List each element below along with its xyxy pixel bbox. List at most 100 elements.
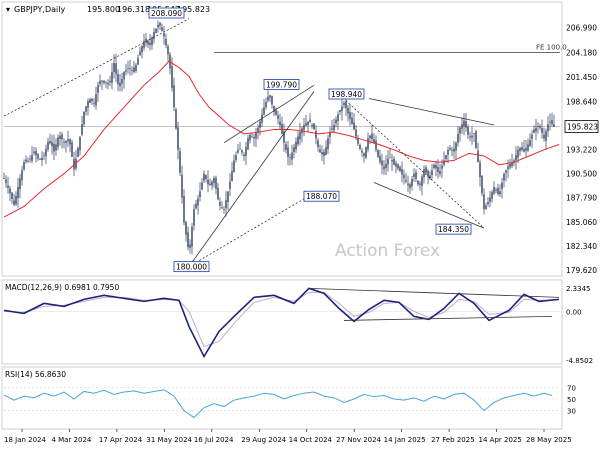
price-trendlines	[3, 18, 495, 267]
candle-body	[335, 119, 337, 124]
macd-signal-line	[3, 291, 560, 348]
candle-body	[265, 102, 267, 108]
candle-body	[69, 139, 71, 145]
candle-body	[507, 166, 509, 170]
candle-body	[417, 181, 419, 185]
x-tick-label: 31 May 2024	[146, 436, 192, 444]
candle-body	[543, 134, 545, 139]
candle-body	[443, 160, 445, 165]
candle-body	[83, 111, 85, 125]
last-price-box	[564, 120, 599, 133]
trendline	[373, 182, 485, 229]
candle-body	[213, 178, 215, 183]
x-tick-label: 4 Mar 2024	[51, 436, 91, 444]
candle-body	[123, 71, 125, 80]
candle-body	[37, 154, 39, 159]
annotation-box	[263, 79, 300, 90]
candle-body	[291, 152, 293, 160]
candle-body	[245, 147, 247, 156]
candle-body	[311, 124, 313, 126]
candle-body	[479, 162, 481, 178]
candle-body	[127, 68, 129, 70]
candle-body	[109, 80, 111, 83]
candle-body	[465, 121, 467, 128]
x-tick-label: 18 Jan 2024	[4, 436, 47, 444]
ema-polyline	[3, 60, 560, 218]
candle-body	[285, 144, 287, 150]
candle-body	[187, 232, 189, 248]
candle-body	[181, 174, 183, 198]
candle-body	[369, 135, 371, 139]
candle-body	[407, 183, 409, 186]
candle-body	[415, 172, 417, 180]
candle-body	[35, 151, 37, 156]
candle-body	[431, 170, 433, 176]
x-tick-label: 14 Apr 2025	[479, 436, 522, 444]
price-annotations: 208.090 180.000 199.790 198.940 188.070 184.3…	[148, 7, 472, 273]
x-axis: 18 Jan 2024 4 Mar 2024 17 Apr 2024 31 May 2…	[4, 429, 572, 444]
candle-body	[483, 194, 485, 210]
candle-body	[165, 39, 167, 46]
candle-body	[505, 170, 507, 173]
candle-body	[53, 143, 55, 152]
rsi-layer: 70 50 30	[3, 384, 576, 419]
header-high: 196.318	[117, 5, 150, 14]
candle-body	[149, 42, 151, 45]
candle-body	[553, 124, 555, 127]
annotation-box	[173, 261, 210, 273]
candle-body	[49, 140, 51, 144]
candle-body	[287, 147, 289, 157]
macd-trendline	[308, 287, 560, 298]
candle-body	[299, 132, 301, 140]
candle-body	[453, 148, 455, 152]
candle-body	[343, 102, 345, 106]
candle-body	[355, 129, 357, 137]
candle-body	[539, 126, 541, 128]
candle-body	[275, 110, 277, 116]
price-tick-label: 206.990	[566, 24, 597, 33]
candle-body	[303, 125, 305, 130]
candle-body	[169, 54, 171, 69]
candle-body	[97, 85, 99, 93]
candle-body	[99, 80, 101, 85]
candle-body	[441, 165, 443, 169]
candle-body	[519, 148, 521, 152]
candle-body	[163, 33, 165, 37]
candle-body	[319, 149, 321, 153]
candle-body	[11, 192, 13, 200]
candle-body	[461, 124, 463, 129]
candle-body	[155, 28, 157, 33]
candle-body	[341, 106, 343, 111]
candle-body	[119, 82, 121, 87]
candle-body	[477, 150, 479, 163]
annotation-label: 199.790	[266, 80, 297, 89]
candle-body	[145, 38, 147, 43]
annotation-label: 180.000	[176, 263, 207, 272]
header-close: 195.823	[177, 5, 210, 14]
candle-body	[351, 117, 353, 125]
candle-body	[399, 166, 401, 172]
candle-body	[361, 150, 363, 153]
candle-body	[241, 150, 243, 153]
candle-body	[533, 129, 535, 133]
candle-body	[293, 147, 295, 152]
candle-body	[115, 63, 117, 74]
candle-body	[153, 32, 155, 39]
candle-body	[205, 175, 207, 180]
candle-body	[125, 70, 127, 72]
candle-body	[309, 119, 311, 123]
x-tick-label: 14 Oct 2024	[289, 436, 333, 444]
candle-body	[487, 202, 489, 205]
candle-body	[139, 51, 141, 56]
annotation-label: 184.350	[438, 225, 469, 234]
candle-body	[71, 142, 73, 157]
candle-body	[173, 85, 175, 108]
candle-body	[183, 196, 185, 223]
candle-body	[325, 147, 327, 156]
price-candles	[3, 20, 555, 255]
candle-body	[313, 123, 315, 130]
candle-body	[5, 179, 7, 184]
candle-body	[225, 200, 227, 209]
candle-body	[403, 174, 405, 179]
